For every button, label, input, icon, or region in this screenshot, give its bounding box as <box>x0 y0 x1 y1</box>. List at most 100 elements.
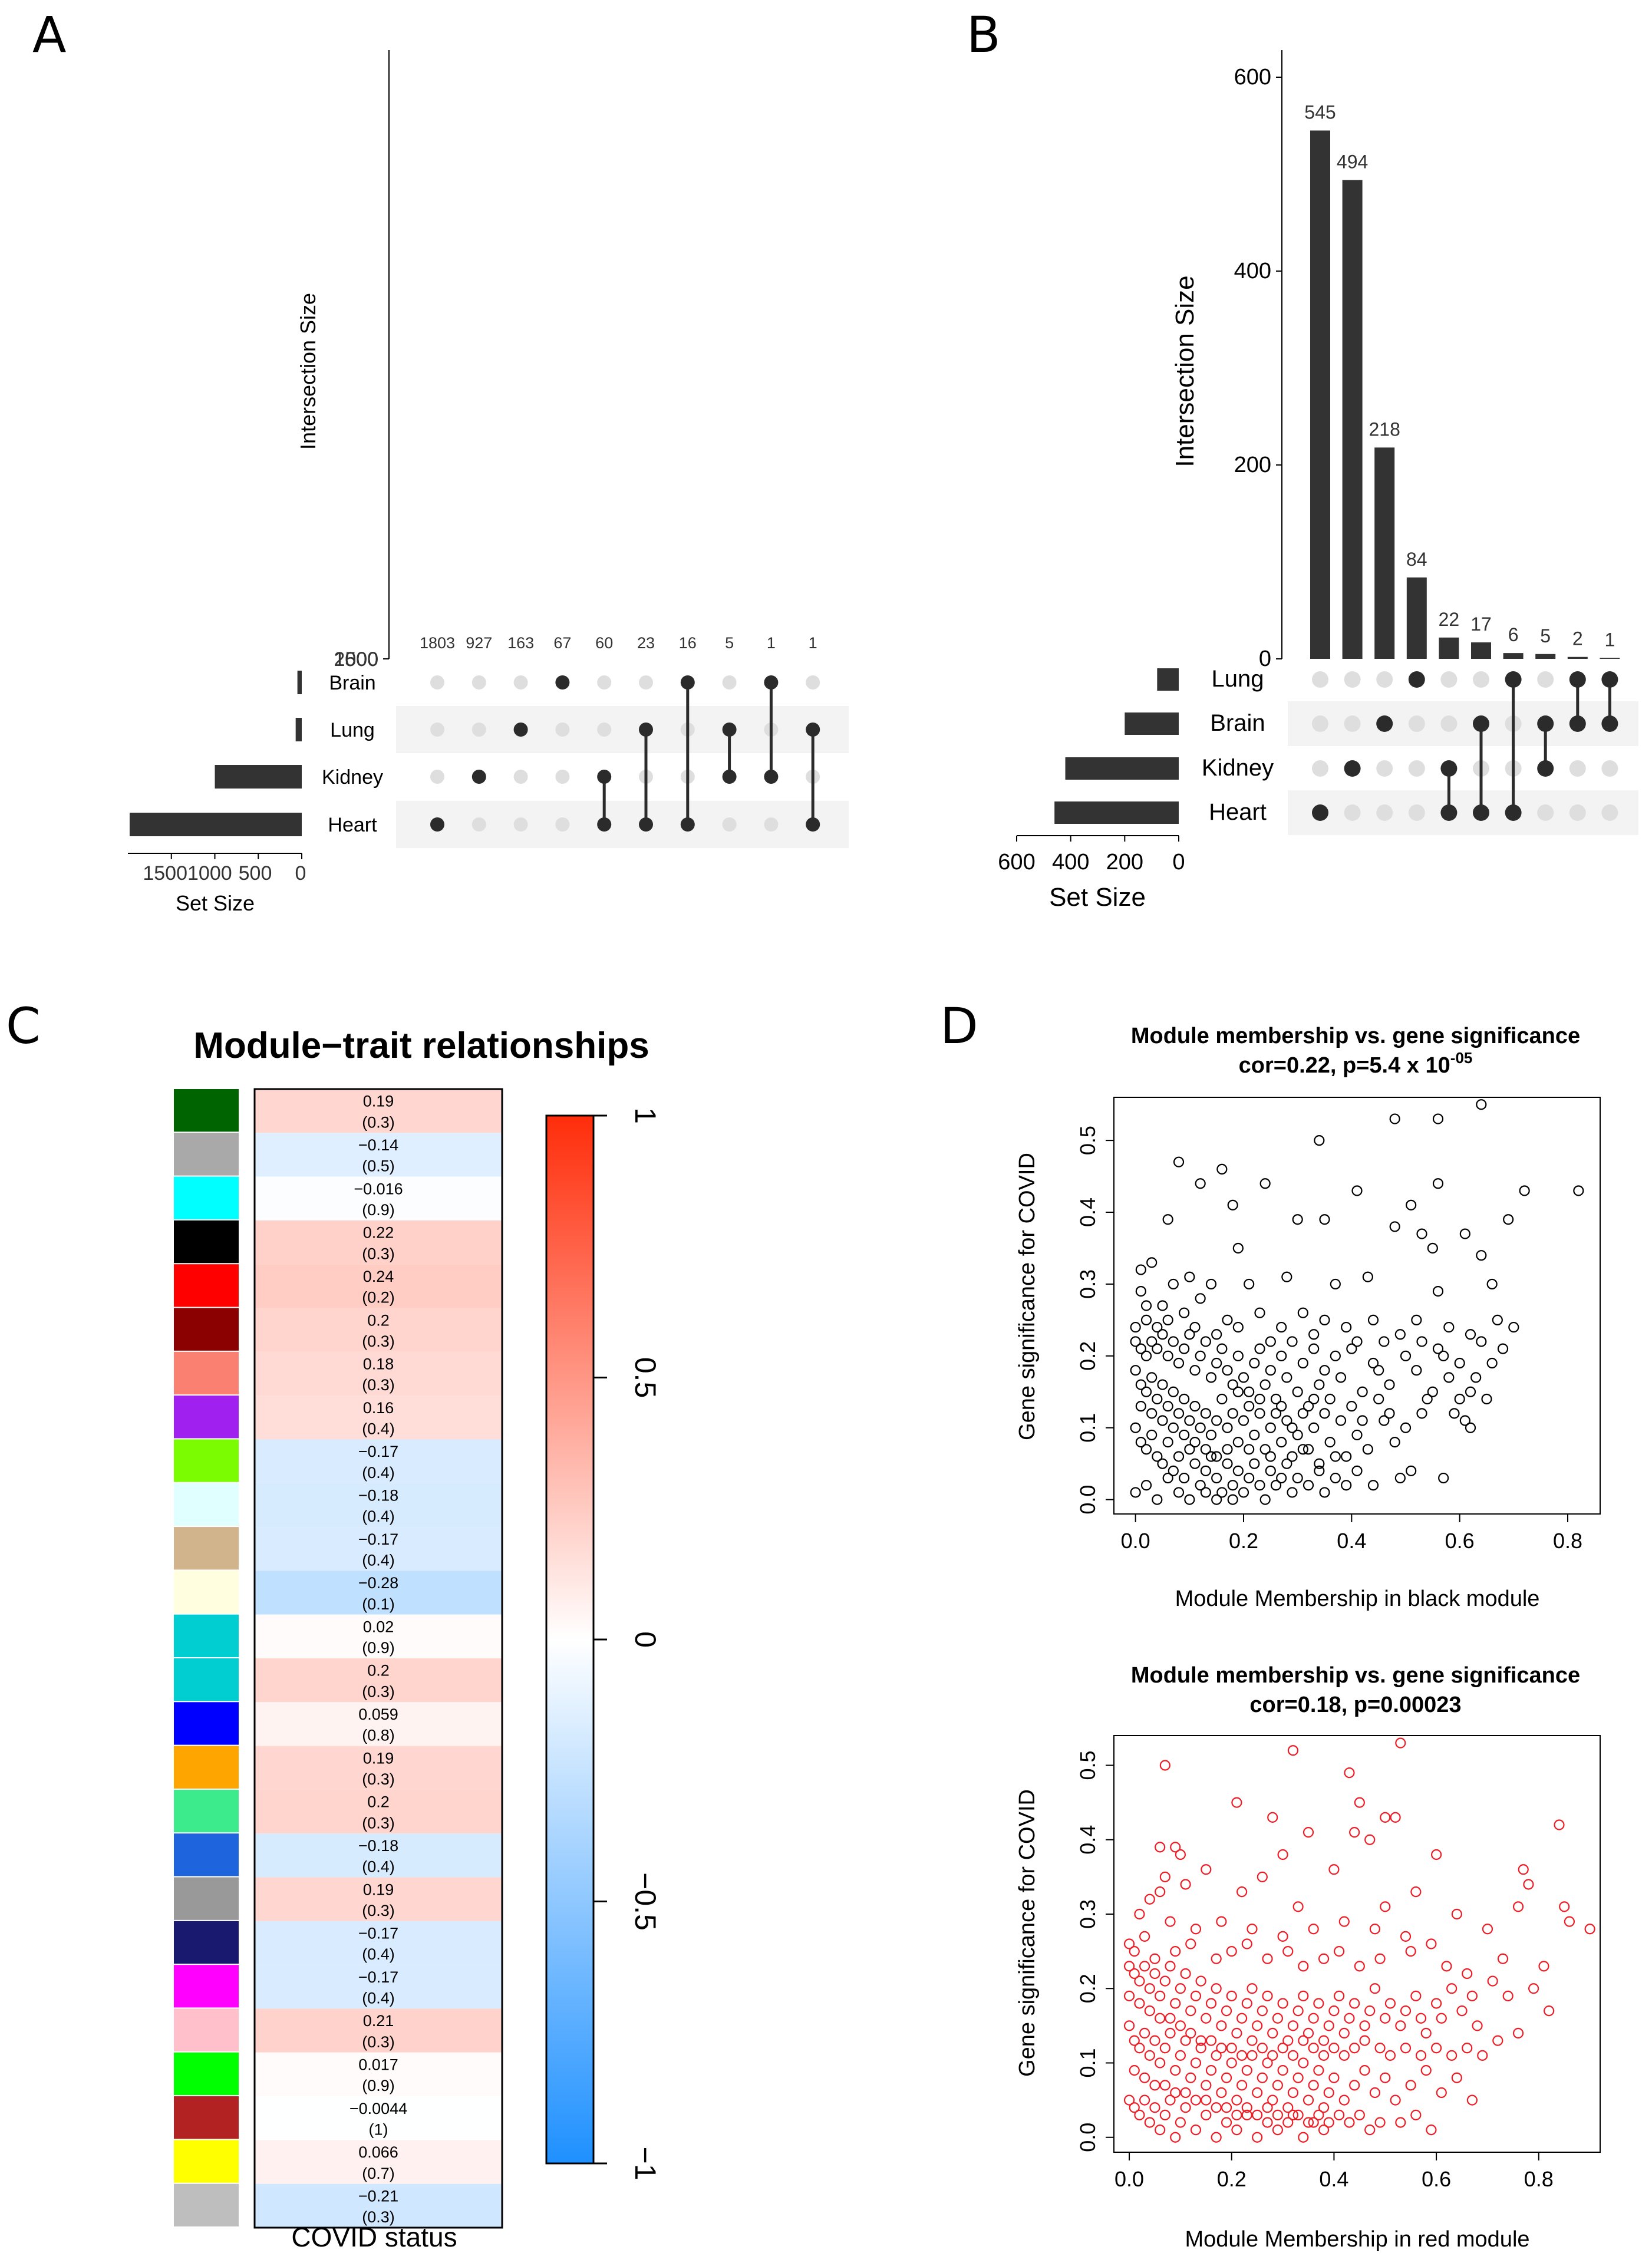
scatter-bottom-point <box>1211 1983 1222 1994</box>
scatter-bottom-point <box>1431 1849 1442 1860</box>
scatter-bottom-point <box>1123 2094 1135 2106</box>
undefined-intersection-bar <box>1374 447 1395 659</box>
scatter-bottom-point <box>1292 2109 1304 2120</box>
scatter-top-point <box>1281 1458 1292 1469</box>
scatter-bottom-point <box>1390 1812 1401 1823</box>
scatter-top-point <box>1308 1329 1320 1340</box>
scatter-top-point <box>1152 1494 1163 1505</box>
scatter-top-point <box>1146 1408 1158 1419</box>
heatmap-cell-pvalue: (0.9) <box>362 1639 395 1657</box>
scatter-bottom-point <box>1282 2102 1294 2113</box>
scatter-top-point <box>1135 1286 1146 1297</box>
scatter-bottom-point <box>1344 1767 1355 1779</box>
undefined-set-size-bar <box>1054 801 1179 824</box>
scatter-bottom-point <box>1405 2080 1416 2091</box>
scatter-bottom-point <box>1216 2043 1227 2054</box>
scatter-top-x-axis-label: Module Membership in black module <box>1175 1586 1540 1611</box>
scatter-bottom-point <box>1195 1975 1206 1987</box>
scatter-bottom-point <box>1205 2065 1217 2076</box>
scatter-bottom-point <box>1155 2125 1166 2136</box>
scatter-top-point <box>1146 1372 1158 1383</box>
scatter-bottom-point <box>1129 2065 1140 2076</box>
scatter-top-point <box>1130 1365 1141 1376</box>
scatter-top-y-tick-label: 0.3 <box>1076 1269 1100 1299</box>
scatter-bottom-point <box>1123 1990 1135 2001</box>
module-color-swatch <box>174 1351 239 1395</box>
heatmap-title: Module−trait relationships <box>193 1025 649 1066</box>
heatmap-cell <box>255 1702 502 1746</box>
heatmap-cell-pvalue: (0.4) <box>362 1464 395 1482</box>
scatter-top-point <box>1427 1386 1438 1397</box>
scatter-bottom-point <box>1216 2020 1227 2031</box>
heatmap-cell <box>255 2008 502 2053</box>
scatter-top-point <box>1130 1336 1141 1347</box>
scatter-bottom-point <box>1211 2050 1222 2061</box>
scatter-bottom-point <box>1349 2080 1360 2091</box>
undefined-y-tick-label: 400 <box>1234 259 1271 283</box>
scatter-bottom-point <box>1211 2102 1222 2113</box>
scatter-top-point <box>1140 1314 1152 1325</box>
scatter-top-point <box>1254 1393 1265 1405</box>
module-color-swatch <box>174 2008 239 2051</box>
scatter-bottom-point <box>1267 2027 1278 2039</box>
scatter-bottom-point <box>1349 2043 1360 2054</box>
undefined-intersection-bar <box>1471 642 1491 659</box>
scatter-bottom-point <box>1287 2050 1299 2061</box>
scatter-bottom-point <box>1149 1953 1160 1964</box>
panel-d-scatter-plots: D Module membership vs. gene significanc… <box>940 997 1601 2252</box>
scatter-bottom-point <box>1241 2065 1252 2076</box>
scatter-bottom-point <box>1420 2065 1432 2076</box>
scatter-bottom-point <box>1328 1864 1340 1875</box>
scatter-bottom-point <box>1277 1998 1288 2009</box>
undefined-intersection-bar <box>1406 577 1427 659</box>
scatter-bottom-point <box>1175 1983 1186 1994</box>
scatter-bottom-point <box>1313 2065 1324 2076</box>
scatter-top-point <box>1162 1401 1173 1412</box>
heatmap-cell-correlation: 0.017 <box>358 2056 398 2073</box>
scatter-bottom-point <box>1308 2013 1319 2024</box>
scatter-top-point <box>1465 1386 1476 1397</box>
scatter-bottom-point <box>1298 2035 1309 2046</box>
heatmap-cell <box>255 1833 502 1878</box>
scatter-top-point <box>1216 1487 1228 1498</box>
scatter-bottom-point <box>1170 2065 1181 2076</box>
colorbar-tick-label: 0.5 <box>629 1357 662 1398</box>
scatter-top-point <box>1205 1278 1217 1290</box>
undefined-matrix-row-shade <box>396 801 849 848</box>
scatter-top-point <box>1130 1321 1141 1333</box>
scatter-top-point <box>1330 1472 1341 1484</box>
scatter-top-point <box>1211 1451 1222 1462</box>
scatter-top-point <box>1270 1480 1282 1491</box>
scatter-top-point <box>1232 1437 1244 1448</box>
heatmap-cell-correlation: 0.24 <box>363 1268 394 1285</box>
scatter-bottom-point <box>1338 2027 1350 2039</box>
undefined-matrix-dot-empty <box>513 770 528 784</box>
undefined-matrix-dot-empty <box>1376 804 1393 821</box>
scatter-bottom-point <box>1190 2057 1202 2069</box>
scatter-bottom-point <box>1426 1938 1437 1949</box>
scatter-bottom-point <box>1395 1737 1406 1749</box>
scatter-top-point <box>1259 1494 1271 1505</box>
scatter-bottom-point <box>1175 1849 1186 1860</box>
undefined-matrix-dot-empty <box>597 723 612 737</box>
scatter-bottom-point <box>1308 2043 1319 2054</box>
undefined-intersection-bar-label: 84 <box>1406 549 1427 570</box>
scatter-bottom-point <box>1149 2035 1160 2046</box>
scatter-bottom-point <box>1364 1834 1376 1845</box>
scatter-top-point <box>1319 1365 1330 1376</box>
scatter-top-point <box>1140 1386 1152 1397</box>
heatmap-cell-correlation: −0.28 <box>358 1574 398 1592</box>
scatter-top-point <box>1357 1415 1368 1426</box>
scatter-top-point <box>1367 1357 1379 1369</box>
scatter-bottom-x-tick-label: 0.6 <box>1422 2167 1451 2191</box>
heatmap-cell-correlation: 0.02 <box>363 1618 394 1635</box>
scatter-bottom-point <box>1139 2072 1150 2083</box>
scatter-top-point <box>1465 1422 1476 1433</box>
scatter-bottom-point <box>1134 1975 1145 1987</box>
undefined-matrix-dot-empty <box>1537 671 1554 688</box>
scatter-top-point <box>1244 1401 1255 1412</box>
scatter-top-point <box>1254 1343 1265 1354</box>
heatmap-cell <box>255 2183 502 2228</box>
undefined-matrix-dot-empty <box>1440 715 1458 732</box>
scatter-bottom-point <box>1216 2087 1227 2099</box>
